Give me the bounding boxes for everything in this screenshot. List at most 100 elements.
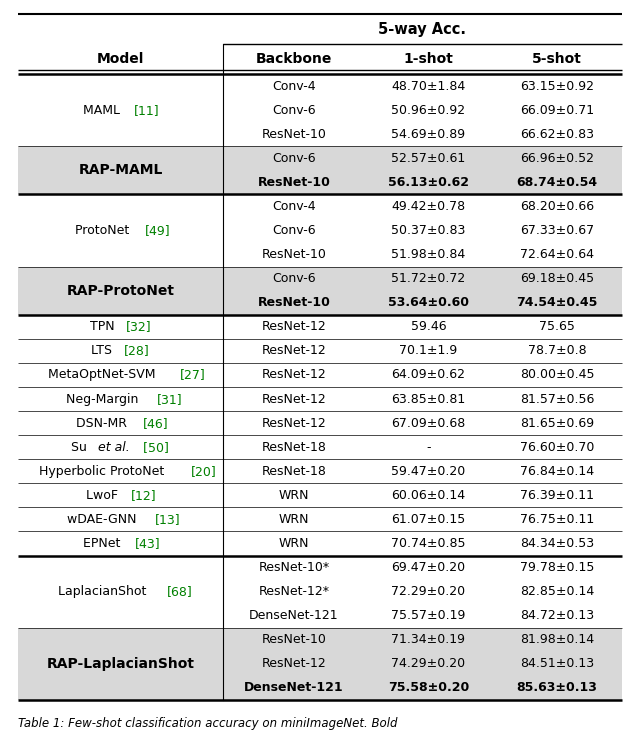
Text: ResNet-12: ResNet-12 bbox=[262, 344, 326, 358]
Text: [27]: [27] bbox=[180, 369, 205, 381]
Text: [46]: [46] bbox=[143, 416, 169, 430]
Text: 67.33±0.67: 67.33±0.67 bbox=[520, 224, 594, 237]
Bar bbox=[18, 146, 622, 194]
Text: et al.: et al. bbox=[98, 441, 130, 453]
Text: Conv-4: Conv-4 bbox=[272, 79, 316, 93]
Text: 75.57±0.19: 75.57±0.19 bbox=[391, 609, 466, 623]
Text: 66.96±0.52: 66.96±0.52 bbox=[520, 152, 594, 165]
Text: 66.62±0.83: 66.62±0.83 bbox=[520, 128, 594, 141]
Text: DenseNet-121: DenseNet-121 bbox=[244, 681, 344, 695]
Text: ProtoNet: ProtoNet bbox=[75, 224, 133, 237]
Text: LTS: LTS bbox=[92, 344, 116, 358]
Text: 69.18±0.45: 69.18±0.45 bbox=[520, 272, 594, 285]
Text: Table 1: Few-shot classification accuracy on miniImageNet. Bold: Table 1: Few-shot classification accurac… bbox=[18, 718, 397, 731]
Text: 61.07±0.15: 61.07±0.15 bbox=[392, 513, 466, 526]
Text: Hyperbolic ProtoNet: Hyperbolic ProtoNet bbox=[39, 464, 168, 478]
Text: 5-way Acc.: 5-way Acc. bbox=[378, 22, 467, 36]
Text: 54.69±0.89: 54.69±0.89 bbox=[392, 128, 465, 141]
Text: 5-shot: 5-shot bbox=[532, 52, 582, 66]
Text: 76.84±0.14: 76.84±0.14 bbox=[520, 464, 594, 478]
Text: 79.78±0.15: 79.78±0.15 bbox=[520, 561, 594, 574]
Text: 52.57±0.61: 52.57±0.61 bbox=[392, 152, 466, 165]
Text: 82.85±0.14: 82.85±0.14 bbox=[520, 585, 594, 598]
Text: 68.74±0.54: 68.74±0.54 bbox=[516, 176, 598, 189]
Text: 51.72±0.72: 51.72±0.72 bbox=[392, 272, 466, 285]
Text: 74.54±0.45: 74.54±0.45 bbox=[516, 296, 598, 309]
Text: 71.34±0.19: 71.34±0.19 bbox=[392, 634, 465, 646]
Text: 49.42±0.78: 49.42±0.78 bbox=[392, 200, 465, 213]
Text: EPNet: EPNet bbox=[83, 537, 125, 550]
Text: 64.09±0.62: 64.09±0.62 bbox=[392, 369, 465, 381]
Text: RAP-LaplacianShot: RAP-LaplacianShot bbox=[47, 657, 195, 671]
Text: 50.37±0.83: 50.37±0.83 bbox=[391, 224, 466, 237]
Text: [12]: [12] bbox=[131, 489, 157, 502]
Text: LaplacianShot: LaplacianShot bbox=[58, 585, 150, 598]
Text: ResNet-10: ResNet-10 bbox=[262, 248, 326, 261]
Text: 69.47±0.20: 69.47±0.20 bbox=[392, 561, 465, 574]
Text: [20]: [20] bbox=[191, 464, 217, 478]
Text: ResNet-10*: ResNet-10* bbox=[259, 561, 330, 574]
Text: 76.39±0.11: 76.39±0.11 bbox=[520, 489, 594, 502]
Text: Su: Su bbox=[71, 441, 91, 453]
Text: ResNet-10: ResNet-10 bbox=[257, 296, 330, 309]
Text: 70.1±1.9: 70.1±1.9 bbox=[399, 344, 458, 358]
Text: 59.47±0.20: 59.47±0.20 bbox=[392, 464, 466, 478]
Text: Conv-6: Conv-6 bbox=[272, 272, 316, 285]
Text: [13]: [13] bbox=[155, 513, 180, 526]
Text: Conv-4: Conv-4 bbox=[272, 200, 316, 213]
Text: 48.70±1.84: 48.70±1.84 bbox=[392, 79, 466, 93]
Text: [11]: [11] bbox=[134, 104, 160, 116]
Text: Model: Model bbox=[97, 52, 144, 66]
Text: Conv-6: Conv-6 bbox=[272, 152, 316, 165]
Text: MetaOptNet-SVM: MetaOptNet-SVM bbox=[48, 369, 159, 381]
Text: 63.15±0.92: 63.15±0.92 bbox=[520, 79, 594, 93]
Text: [32]: [32] bbox=[126, 321, 152, 333]
Text: LwoF: LwoF bbox=[86, 489, 122, 502]
Text: ResNet-10: ResNet-10 bbox=[262, 634, 326, 646]
Text: MAML: MAML bbox=[83, 104, 124, 116]
Text: 63.85±0.81: 63.85±0.81 bbox=[392, 393, 466, 406]
Text: -: - bbox=[426, 441, 431, 453]
Text: ResNet-12: ResNet-12 bbox=[262, 321, 326, 333]
Text: 81.65±0.69: 81.65±0.69 bbox=[520, 416, 594, 430]
Text: 81.57±0.56: 81.57±0.56 bbox=[520, 393, 594, 406]
Text: [49]: [49] bbox=[145, 224, 171, 237]
Text: [43]: [43] bbox=[134, 537, 160, 550]
Text: ResNet-12: ResNet-12 bbox=[262, 393, 326, 406]
Text: 72.64±0.64: 72.64±0.64 bbox=[520, 248, 594, 261]
Text: WRN: WRN bbox=[279, 513, 309, 526]
Text: ResNet-12: ResNet-12 bbox=[262, 416, 326, 430]
Text: 74.29±0.20: 74.29±0.20 bbox=[392, 657, 465, 670]
Text: [68]: [68] bbox=[167, 585, 193, 598]
Bar bbox=[18, 266, 622, 315]
Text: 84.51±0.13: 84.51±0.13 bbox=[520, 657, 594, 670]
Text: 76.60±0.70: 76.60±0.70 bbox=[520, 441, 594, 453]
Text: 76.75±0.11: 76.75±0.11 bbox=[520, 513, 594, 526]
Text: 70.74±0.85: 70.74±0.85 bbox=[391, 537, 466, 550]
Text: TPN: TPN bbox=[90, 321, 118, 333]
Text: 59.46: 59.46 bbox=[411, 321, 446, 333]
Text: 50.96±0.92: 50.96±0.92 bbox=[392, 104, 465, 116]
Text: Conv-6: Conv-6 bbox=[272, 104, 316, 116]
Text: 81.98±0.14: 81.98±0.14 bbox=[520, 634, 594, 646]
Text: wDAE-GNN: wDAE-GNN bbox=[67, 513, 141, 526]
Text: 53.64±0.60: 53.64±0.60 bbox=[388, 296, 469, 309]
Text: [50]: [50] bbox=[139, 441, 169, 453]
Text: Backbone: Backbone bbox=[256, 52, 332, 66]
Text: 84.72±0.13: 84.72±0.13 bbox=[520, 609, 594, 623]
Text: [28]: [28] bbox=[124, 344, 150, 358]
Text: RAP-MAML: RAP-MAML bbox=[78, 163, 163, 177]
Text: Conv-6: Conv-6 bbox=[272, 224, 316, 237]
Text: WRN: WRN bbox=[279, 537, 309, 550]
Text: ResNet-12*: ResNet-12* bbox=[259, 585, 330, 598]
Text: 85.63±0.13: 85.63±0.13 bbox=[516, 681, 597, 695]
Text: [31]: [31] bbox=[157, 393, 182, 406]
Text: 60.06±0.14: 60.06±0.14 bbox=[392, 489, 465, 502]
Text: ResNet-10: ResNet-10 bbox=[262, 128, 326, 141]
Text: 72.29±0.20: 72.29±0.20 bbox=[392, 585, 465, 598]
Text: ResNet-12: ResNet-12 bbox=[262, 369, 326, 381]
Bar bbox=[18, 628, 622, 700]
Text: ResNet-12: ResNet-12 bbox=[262, 657, 326, 670]
Text: ResNet-18: ResNet-18 bbox=[262, 464, 326, 478]
Text: 78.7±0.8: 78.7±0.8 bbox=[528, 344, 586, 358]
